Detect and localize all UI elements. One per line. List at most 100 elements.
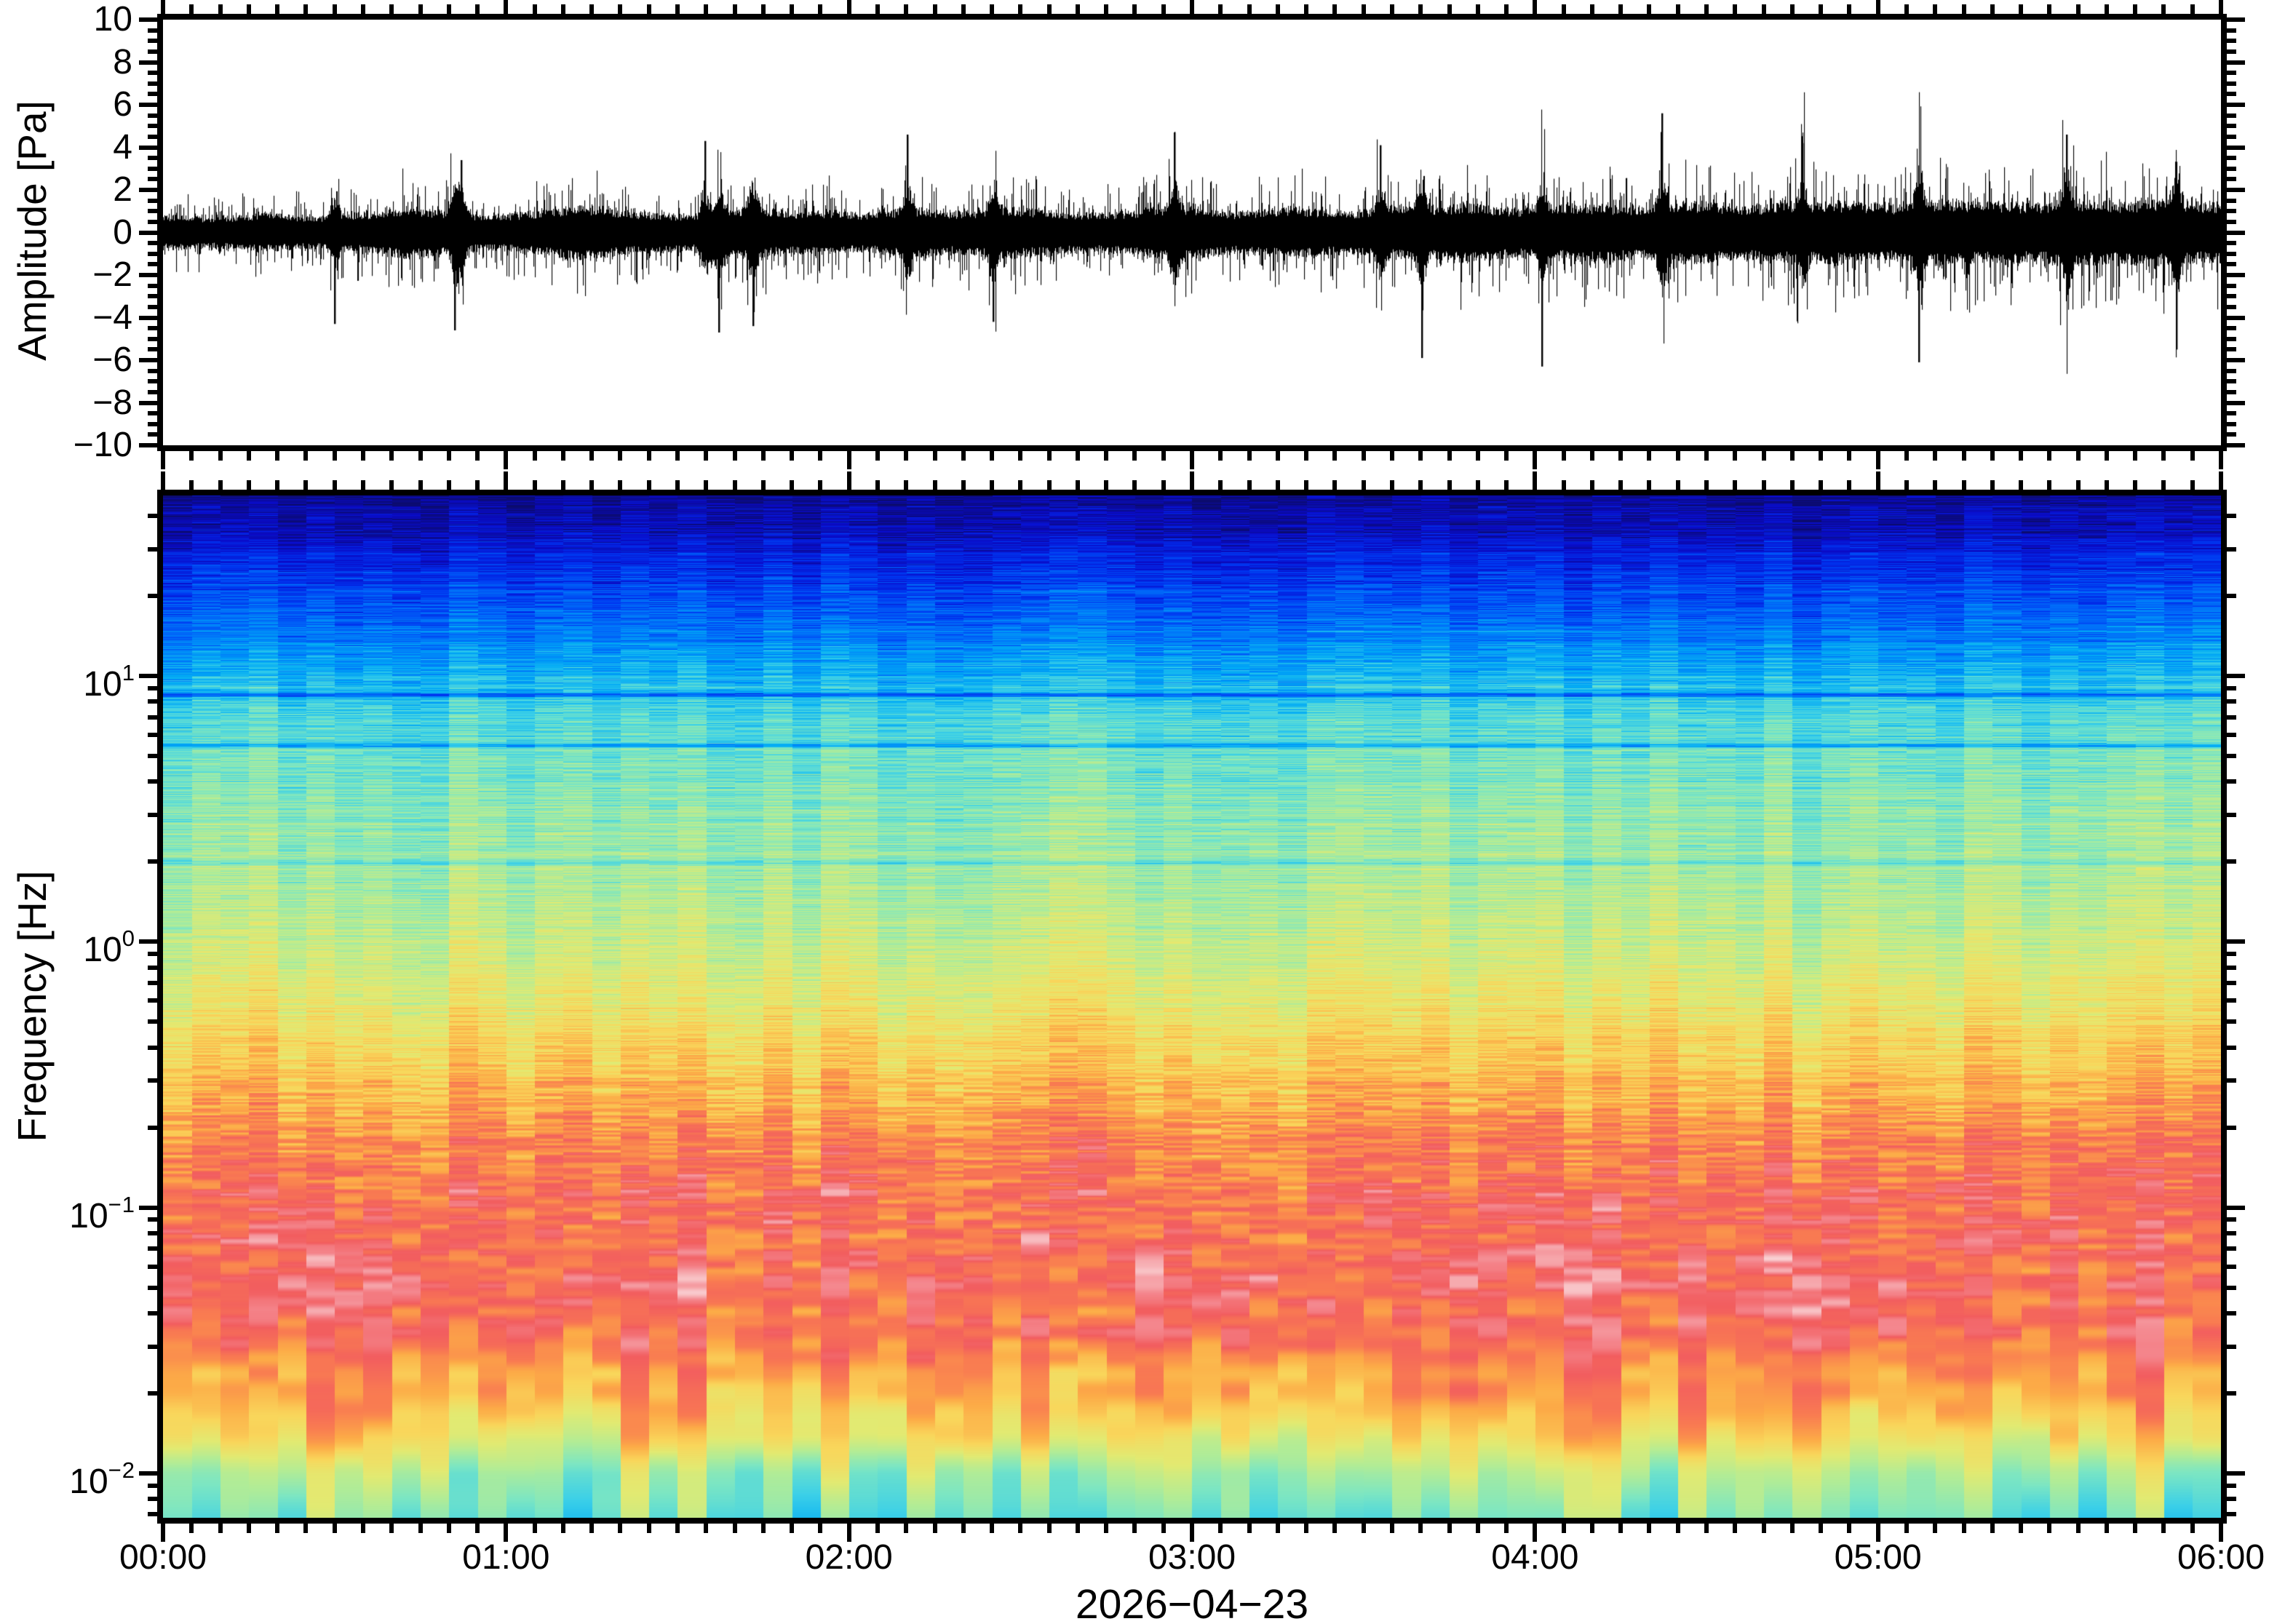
axis-tick — [2227, 209, 2236, 214]
axis-tick — [2227, 1344, 2236, 1349]
axis-tick — [2133, 1524, 2138, 1533]
axis-tick — [1304, 4, 1309, 14]
axis-tick — [2019, 451, 2024, 461]
axis-tick — [148, 389, 157, 394]
axis-tick — [646, 4, 651, 14]
axis-tick — [2227, 39, 2236, 44]
axis-tick — [1275, 1524, 1280, 1533]
axis-tick — [875, 4, 880, 14]
axis-tick — [303, 4, 309, 14]
axis-tick — [1190, 451, 1194, 469]
axis-tick — [1904, 1524, 1909, 1533]
axis-tick — [2227, 251, 2236, 256]
spectrogram-panel — [157, 490, 2227, 1524]
axis-tick — [904, 451, 909, 461]
axis-tick — [1046, 451, 1052, 461]
axis-tick — [1961, 451, 1966, 461]
axis-tick — [2227, 188, 2245, 192]
axis-tick — [1247, 4, 1252, 14]
amplitude-tick-label: 6 — [113, 85, 132, 124]
axis-tick — [139, 1205, 157, 1210]
axis-tick — [961, 480, 966, 490]
axis-tick — [932, 480, 937, 490]
axis-tick — [418, 4, 423, 14]
axis-tick — [1475, 451, 1480, 461]
axis-tick — [418, 480, 423, 490]
amplitude-tick-label: −2 — [92, 255, 132, 294]
axis-tick — [246, 480, 251, 490]
axis-tick — [2227, 17, 2245, 22]
axis-tick — [1361, 480, 1366, 490]
axis-tick — [148, 71, 157, 76]
axis-tick — [1904, 451, 1909, 461]
axis-tick — [1475, 1524, 1480, 1533]
axis-tick — [2019, 1524, 2024, 1533]
axis-tick — [1218, 451, 1223, 461]
axis-tick — [2227, 198, 2236, 203]
axis-tick — [1789, 480, 1795, 490]
axis-tick — [2227, 1217, 2236, 1222]
axis-tick — [1618, 451, 1624, 461]
axis-tick — [148, 1497, 157, 1502]
axis-tick — [148, 546, 157, 552]
waveform-panel — [157, 14, 2227, 451]
axis-tick — [2227, 674, 2245, 678]
axis-tick — [560, 4, 565, 14]
axis-tick — [148, 39, 157, 44]
axis-tick — [1561, 480, 1566, 490]
axis-tick — [2227, 379, 2236, 384]
axis-tick — [875, 1524, 880, 1533]
frequency-tick-label: 100 — [83, 926, 135, 970]
axis-tick — [504, 0, 509, 14]
axis-tick — [1990, 451, 1995, 461]
axis-tick — [504, 1524, 509, 1542]
axis-tick — [189, 451, 194, 461]
axis-tick — [446, 4, 451, 14]
axis-tick — [148, 1125, 157, 1130]
axis-tick — [1332, 4, 1338, 14]
axis-tick — [246, 1524, 251, 1533]
axis-tick — [1647, 480, 1652, 490]
axis-tick — [2227, 166, 2236, 171]
axis-tick — [1875, 451, 1880, 469]
axis-tick — [1190, 471, 1194, 490]
axis-tick — [1589, 4, 1594, 14]
axis-tick — [148, 1285, 157, 1290]
axis-tick — [1847, 4, 1852, 14]
axis-tick — [389, 451, 394, 461]
axis-tick — [148, 347, 157, 352]
axis-tick — [1190, 1524, 1194, 1542]
axis-tick — [148, 134, 157, 139]
axis-tick — [139, 1470, 157, 1476]
axis-tick — [1132, 451, 1137, 461]
axis-tick — [1733, 451, 1738, 461]
axis-tick — [1275, 451, 1280, 461]
axis-tick — [1733, 1524, 1738, 1533]
axis-tick — [646, 451, 651, 461]
axis-tick — [675, 480, 680, 490]
axis-tick — [148, 209, 157, 214]
axis-tick — [2227, 358, 2245, 362]
axis-tick — [2047, 4, 2052, 14]
axis-tick — [560, 1524, 565, 1533]
axis-tick — [139, 674, 157, 678]
axis-tick — [1418, 4, 1423, 14]
axis-tick — [275, 1524, 280, 1533]
axis-tick — [1104, 451, 1109, 461]
axis-tick — [1618, 1524, 1624, 1533]
axis-tick — [148, 124, 157, 129]
axis-tick — [389, 480, 394, 490]
axis-tick — [148, 715, 157, 720]
axis-tick — [1104, 1524, 1109, 1533]
axis-tick — [1961, 480, 1966, 490]
axis-tick — [2227, 699, 2236, 704]
axis-tick — [1075, 480, 1080, 490]
axis-tick — [148, 411, 157, 416]
axis-tick — [2075, 1524, 2081, 1533]
axis-tick — [732, 1524, 737, 1533]
axis-tick — [904, 4, 909, 14]
axis-tick — [504, 451, 509, 469]
axis-tick — [704, 451, 709, 461]
axis-tick — [148, 336, 157, 341]
axis-tick — [818, 4, 823, 14]
